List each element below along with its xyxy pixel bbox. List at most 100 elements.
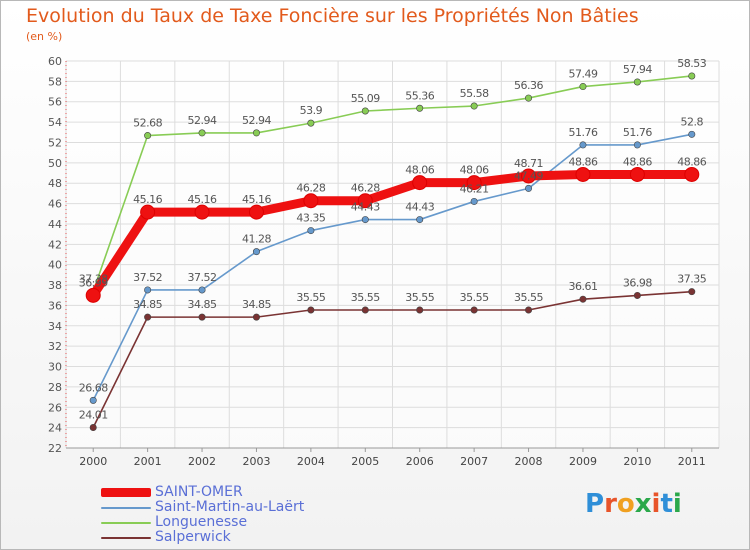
data-label: 53.9 (300, 104, 323, 117)
data-label: 48.06 (405, 164, 434, 177)
x-tick-label: 2001 (134, 455, 162, 468)
y-tick-label: 22 (48, 442, 62, 455)
data-label: 46.21 (460, 182, 489, 195)
data-label: 52.94 (188, 114, 217, 127)
logo-letter: i (672, 489, 682, 519)
x-tick-label: 2010 (623, 455, 651, 468)
logo-letter: o (616, 489, 635, 519)
data-label: 51.76 (623, 126, 652, 139)
series-line-saint-omer (88, 169, 697, 300)
data-point (470, 102, 478, 110)
data-label: 35.55 (351, 291, 380, 304)
data-point (307, 227, 315, 235)
x-tick-label: 2008 (515, 455, 543, 468)
chart-title: Evolution du Taux de Taxe Foncière sur l… (26, 5, 639, 27)
data-label: 34.85 (188, 298, 217, 311)
logo-letter: x (634, 489, 652, 519)
series-line-longuenesse (92, 75, 693, 293)
data-point (144, 132, 152, 140)
data-point (89, 424, 97, 432)
data-label: 36.99 (79, 276, 108, 289)
x-tick-label: 2005 (351, 455, 379, 468)
data-label: 48.86 (677, 155, 706, 168)
y-tick-label: 38 (48, 279, 62, 292)
data-point (525, 184, 533, 192)
data-label: 56.36 (514, 79, 543, 92)
data-point (688, 288, 696, 296)
x-tick-label: 2006 (406, 455, 434, 468)
x-tick-label: 2007 (460, 455, 488, 468)
data-label: 37.35 (677, 273, 706, 286)
data-label: 37.38 (79, 272, 108, 285)
data-label: 35.55 (514, 291, 543, 304)
x-tick-label: 2000 (79, 455, 107, 468)
data-point (633, 291, 641, 299)
data-point (575, 166, 591, 182)
data-label: 34.85 (242, 298, 271, 311)
data-label: 36.61 (568, 280, 597, 293)
data-point (633, 141, 641, 149)
data-label: 46.28 (351, 182, 380, 195)
y-tick-label: 30 (48, 361, 62, 374)
data-point (307, 306, 315, 314)
data-label: 24.01 (79, 409, 108, 422)
y-tick-label: 44 (48, 218, 62, 231)
data-label: 45.16 (188, 193, 217, 206)
data-point (688, 130, 696, 138)
data-label: 44.43 (405, 201, 434, 214)
data-point (198, 129, 206, 137)
data-label: 55.09 (351, 92, 380, 105)
data-point (633, 78, 641, 86)
logo-letter: i (651, 489, 661, 519)
data-label: 52.94 (242, 114, 271, 127)
legend-label: Saint-Martin-au-Laërt (155, 499, 305, 515)
data-point (198, 313, 206, 321)
data-label: 58.53 (677, 57, 706, 70)
data-label: 44.43 (351, 201, 380, 214)
data-point (361, 306, 369, 314)
y-tick-label: 60 (48, 55, 62, 68)
data-point (252, 129, 260, 137)
data-point (416, 104, 424, 112)
legend-swatch (101, 507, 151, 509)
data-point (198, 286, 206, 294)
data-point (89, 396, 97, 404)
data-point (140, 204, 156, 220)
data-label: 45.16 (242, 193, 271, 206)
data-point (521, 168, 537, 184)
data-label: 51.76 (568, 126, 597, 139)
data-point (252, 313, 260, 321)
data-label: 55.36 (405, 89, 434, 102)
legend-swatch (101, 537, 151, 539)
y-tick-label: 52 (48, 136, 62, 149)
y-tick-label: 58 (48, 75, 62, 88)
data-point (194, 204, 210, 220)
data-label: 35.55 (405, 291, 434, 304)
line-chart: 22 24 26 28 30 32 34 36 38 40 42 44 46 48 50 52 54 56 58 60… (48, 55, 720, 468)
chart-subtitle: (en %) (26, 30, 63, 43)
data-point (416, 306, 424, 314)
data-point (144, 313, 152, 321)
data-point (144, 286, 152, 294)
data-point (361, 216, 369, 224)
data-point (466, 175, 482, 191)
legend-label: Longuenesse (155, 514, 248, 530)
data-point (525, 306, 533, 314)
logo-letter: P (585, 489, 605, 519)
data-label: 48.71 (514, 157, 543, 170)
y-tick-label: 40 (48, 259, 62, 272)
data-point (248, 204, 264, 220)
data-point (525, 94, 533, 102)
data-label: 57.94 (623, 63, 652, 76)
logo-letter: t (660, 489, 673, 519)
y-tick-label: 32 (48, 340, 62, 353)
data-point (303, 193, 319, 209)
y-tick-label: 26 (48, 401, 62, 414)
legend-label: SAINT-OMER (155, 484, 243, 500)
y-tick-label: 24 (48, 422, 62, 435)
data-point (416, 216, 424, 224)
data-point (688, 72, 696, 80)
data-point (357, 193, 373, 209)
y-tick-label: 36 (48, 299, 62, 312)
